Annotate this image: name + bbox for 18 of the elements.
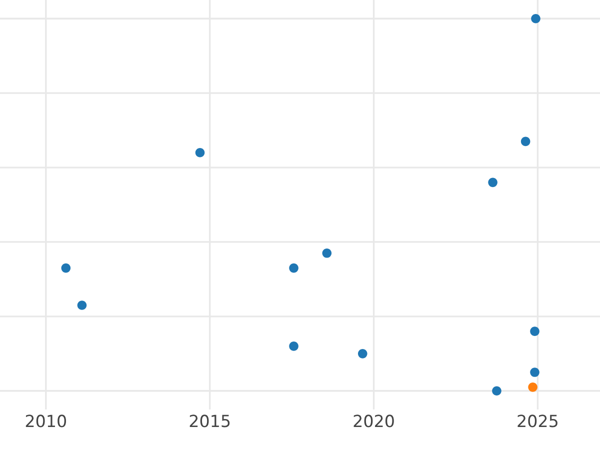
x-tick-label: 2020: [354, 414, 394, 428]
point: [488, 178, 498, 188]
point: [195, 148, 205, 158]
point: [492, 386, 502, 396]
point: [531, 14, 540, 24]
point: [322, 248, 332, 258]
point: [520, 136, 530, 146]
point: [530, 326, 540, 336]
point: [289, 263, 298, 273]
point: [77, 300, 87, 310]
point: [528, 382, 538, 392]
x-tick-label: 2025: [518, 414, 558, 428]
x-tick-label: 2010: [26, 414, 66, 428]
point: [61, 263, 71, 273]
x-tick-label: 2015: [190, 414, 230, 428]
point: [289, 342, 298, 351]
point: [530, 368, 540, 377]
point: [358, 349, 368, 358]
